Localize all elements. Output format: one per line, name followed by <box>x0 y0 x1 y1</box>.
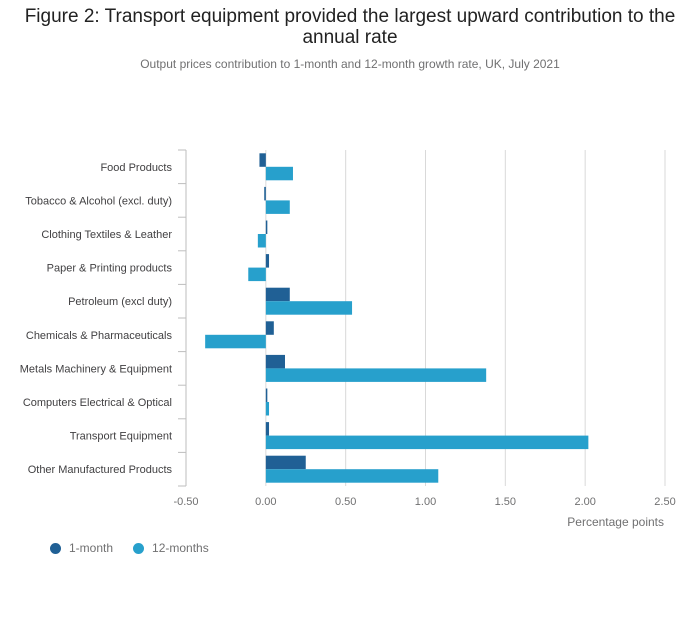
category-label: Tobacco & Alcohol (excl. duty) <box>25 195 172 207</box>
bar-1-month[interactable] <box>265 220 268 235</box>
x-tick-label: 0.00 <box>255 496 276 508</box>
bar-1-month[interactable] <box>264 186 266 201</box>
category-label: Transport Equipment <box>70 431 172 443</box>
bars-layer <box>205 153 589 483</box>
x-axis-title: Percentage points <box>567 515 664 529</box>
x-tick-labels: -0.50 0.00 0.50 1.00 1.50 2.00 2.50 <box>173 496 675 508</box>
category-label: Food Products <box>100 162 172 174</box>
bar-1-month[interactable] <box>265 388 268 403</box>
bar-1-month[interactable] <box>265 321 274 335</box>
x-tick-label: 1.50 <box>495 496 516 508</box>
category-label: Clothing Textiles & Leather <box>41 229 172 241</box>
x-tick-label: 0.50 <box>335 496 356 508</box>
bar-12-months[interactable] <box>265 435 589 450</box>
bar-1-month[interactable] <box>265 354 285 369</box>
category-labels: Food Products Tobacco & Alcohol (excl. du… <box>20 162 173 476</box>
category-label: Other Manufactured Products <box>28 464 173 476</box>
bar-12-months[interactable] <box>265 469 439 483</box>
legend-item-1-month[interactable]: 1-month <box>50 541 113 555</box>
legend-swatch-12-months <box>133 542 145 554</box>
x-tick-label: -0.50 <box>173 496 198 508</box>
bar-1-month[interactable] <box>265 287 290 302</box>
category-label: Computers Electrical & Optical <box>23 397 172 409</box>
legend-swatch-1-month <box>50 542 61 554</box>
bar-12-months[interactable] <box>205 334 266 349</box>
bar-12-months[interactable] <box>265 301 353 315</box>
bar-1-month[interactable] <box>265 455 306 470</box>
legend: 1-month 12-months <box>50 541 229 555</box>
x-tick-label: 2.50 <box>654 496 675 508</box>
bar-12-months[interactable] <box>257 234 266 248</box>
chart-title: Figure 2: Transport equipment provided t… <box>24 6 676 48</box>
bar-1-month[interactable] <box>265 422 270 436</box>
legend-label-1-month: 1-month <box>69 541 114 555</box>
bar-12-months[interactable] <box>248 267 266 282</box>
legend-label-12-months: 12-months <box>152 541 209 555</box>
category-label: Paper & Printing products <box>47 263 173 275</box>
bar-1-month[interactable] <box>259 153 266 167</box>
chart-subtitle: Output prices contribution to 1-month an… <box>140 57 560 71</box>
x-tick-label: 1.00 <box>415 496 436 508</box>
bar-12-months[interactable] <box>265 166 293 181</box>
category-label: Petroleum (excl duty) <box>68 296 172 308</box>
category-label: Chemicals & Pharmaceuticals <box>26 330 173 342</box>
category-label: Metals Machinery & Equipment <box>20 363 172 375</box>
bar-12-months[interactable] <box>265 368 487 382</box>
bar-1-month[interactable] <box>265 254 270 268</box>
bar-chart: Food Products Tobacco & Alcohol (excl. du… <box>20 149 676 529</box>
bar-12-months[interactable] <box>265 200 290 214</box>
legend-item-12-months[interactable]: 12-months <box>133 541 209 555</box>
x-tick-label: 2.00 <box>574 496 595 508</box>
bar-12-months[interactable] <box>265 402 270 416</box>
